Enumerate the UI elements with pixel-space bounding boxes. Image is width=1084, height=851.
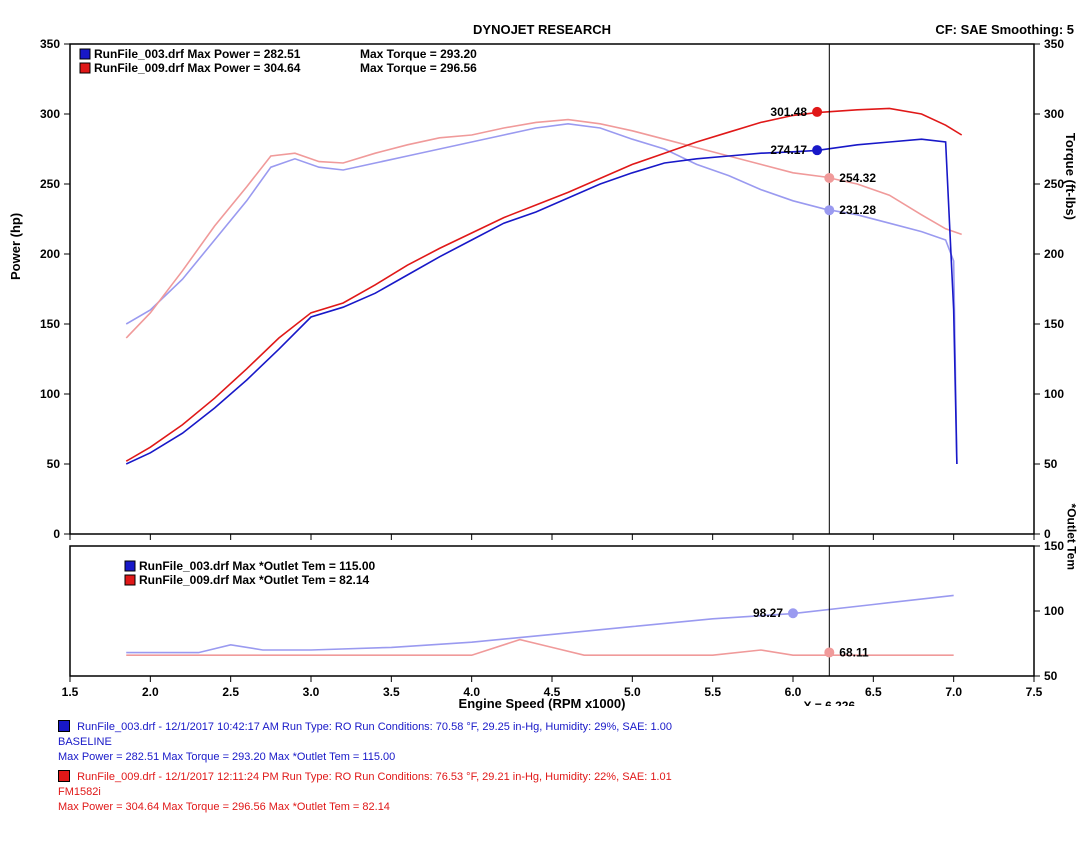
svg-text:200: 200 xyxy=(1044,247,1064,261)
svg-text:RunFile_003.drf Max Power = 28: RunFile_003.drf Max Power = 282.51 xyxy=(94,47,301,61)
swatch-run009 xyxy=(58,770,70,782)
footer-run003-line3: Max Power = 282.51 Max Torque = 293.20 M… xyxy=(58,751,395,763)
svg-text:301.48: 301.48 xyxy=(770,105,807,119)
svg-text:300: 300 xyxy=(1044,107,1064,121)
swatch-run003 xyxy=(58,720,70,732)
footer-run009-line3: Max Power = 304.64 Max Torque = 296.56 M… xyxy=(58,801,390,813)
footer-run009-line1: RunFile_009.drf - 12/1/2017 12:11:24 PM … xyxy=(77,771,672,783)
svg-text:Max Torque = 293.20: Max Torque = 293.20 xyxy=(360,47,477,61)
footer-run003: RunFile_003.drf - 12/1/2017 10:42:17 AM … xyxy=(58,720,672,765)
footer-run003-line2: BASELINE xyxy=(58,736,112,748)
svg-text:Max Torque = 296.56: Max Torque = 296.56 xyxy=(360,61,477,75)
svg-text:50: 50 xyxy=(1044,669,1058,683)
y-axis-label-left: Power (hp) xyxy=(8,213,23,280)
sub-chart: 1.52.02.53.03.54.04.55.05.56.06.57.07.55… xyxy=(25,536,1079,706)
svg-text:RunFile_009.drf Max Power = 30: RunFile_009.drf Max Power = 304.64 xyxy=(94,61,301,75)
svg-text:200: 200 xyxy=(40,247,60,261)
svg-text:300: 300 xyxy=(40,107,60,121)
footer-run009-line2: FM1582i xyxy=(58,786,101,798)
svg-text:68.11: 68.11 xyxy=(839,645,869,659)
svg-text:50: 50 xyxy=(1044,457,1058,471)
svg-text:98.27: 98.27 xyxy=(753,606,783,620)
svg-text:350: 350 xyxy=(1044,37,1064,51)
svg-text:250: 250 xyxy=(1044,177,1064,191)
svg-text:231.28: 231.28 xyxy=(839,203,876,217)
svg-text:150: 150 xyxy=(1044,539,1064,553)
svg-text:100: 100 xyxy=(1044,604,1064,618)
svg-text:RunFile_003.drf Max *Outlet Te: RunFile_003.drf Max *Outlet Tem = 115.00 xyxy=(139,559,376,573)
svg-text:350: 350 xyxy=(40,37,60,51)
svg-text:50: 50 xyxy=(47,457,61,471)
x-axis-label: Engine Speed (RPM x1000) xyxy=(0,696,1084,711)
footer-run003-line1: RunFile_003.drf - 12/1/2017 10:42:17 AM … xyxy=(77,721,672,733)
svg-text:150: 150 xyxy=(40,317,60,331)
svg-text:100: 100 xyxy=(1044,387,1064,401)
footer-run009: RunFile_009.drf - 12/1/2017 12:11:24 PM … xyxy=(58,770,672,815)
svg-text:150: 150 xyxy=(1044,317,1064,331)
dyno-chart-page: DYNOJET RESEARCH CF: SAE Smoothing: 5 00… xyxy=(0,0,1084,851)
sub-y-axis-label-right: *Outlet Tem xyxy=(1064,504,1078,570)
svg-text:250: 250 xyxy=(40,177,60,191)
main-chart: 0050501001001501502002002502503003003503… xyxy=(25,29,1079,549)
svg-text:100: 100 xyxy=(40,387,60,401)
svg-text:RunFile_009.drf Max *Outlet Te: RunFile_009.drf Max *Outlet Tem = 82.14 xyxy=(139,573,370,587)
svg-text:274.17: 274.17 xyxy=(770,143,807,157)
y-axis-label-right: Torque (ft-lbs) xyxy=(1063,133,1078,220)
svg-text:254.32: 254.32 xyxy=(839,171,876,185)
